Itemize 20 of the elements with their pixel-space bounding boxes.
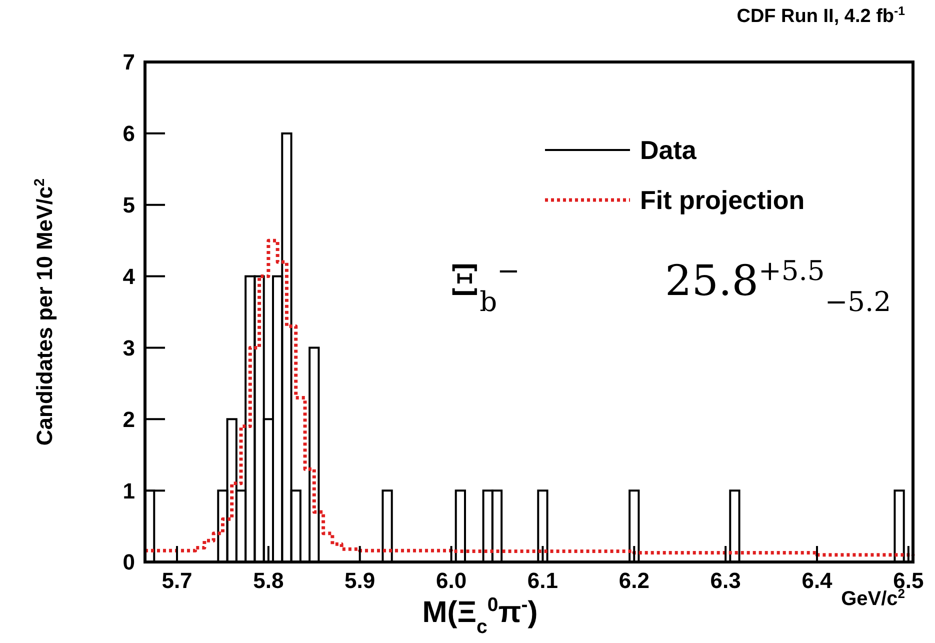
x-tick-label: 5.8 <box>253 568 284 593</box>
x-tick-label: 6.3 <box>710 568 741 593</box>
legend-label: Data <box>640 135 697 166</box>
x-tick-label: 6.4 <box>802 568 834 593</box>
x-tick-label: 5.9 <box>344 568 376 593</box>
y-tick-label: 0 <box>122 550 135 575</box>
y-tick-label: 5 <box>122 192 135 218</box>
x-tick-label: 6.0 <box>436 568 467 593</box>
chart-title: CDF Run II, 4.2 fb$^{-1}$ <box>736 4 906 27</box>
y-tick-label: 7 <box>122 50 135 75</box>
legend-label: Fit projection <box>640 185 805 216</box>
y-tick-label: 4 <box>122 264 136 289</box>
x-tick-label: 6.2 <box>618 568 650 593</box>
x-axis-title: M(Ξ$_{c}$$^{0}$π$^{-}$) <box>422 594 538 638</box>
y-tick-label: 6 <box>122 121 135 146</box>
y-tick-label: 1 <box>122 478 135 504</box>
x-tick-label: 6.1 <box>527 568 558 593</box>
x-tick-label: 5.7 <box>162 568 192 593</box>
y-tick-label: 2 <box>122 406 135 432</box>
y-tick-label: 3 <box>122 335 135 360</box>
